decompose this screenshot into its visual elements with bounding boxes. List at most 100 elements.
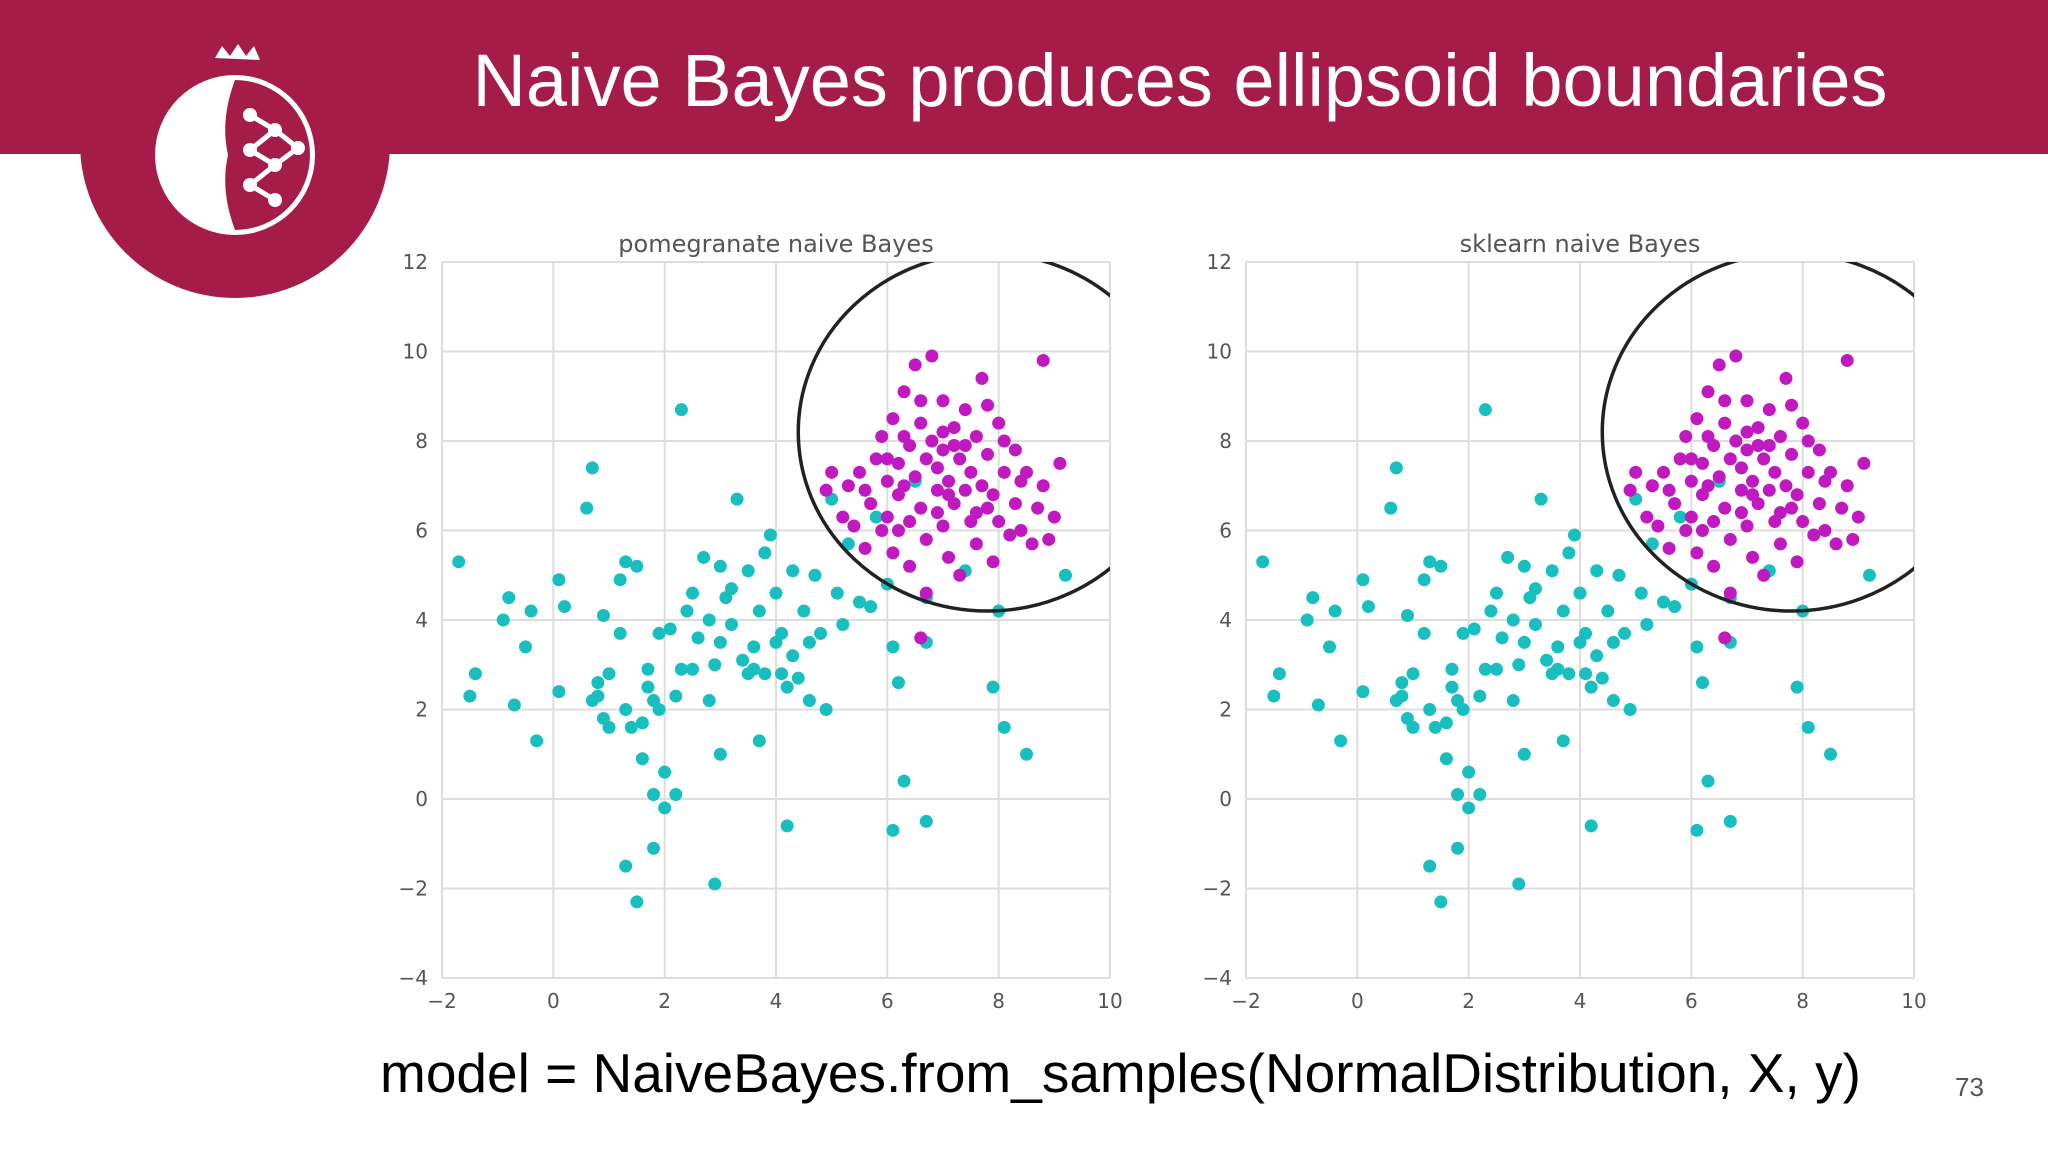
point-class-1 xyxy=(1036,479,1050,493)
point-class-0 xyxy=(1556,734,1570,748)
point-class-1 xyxy=(1707,438,1721,452)
point-class-0 xyxy=(1606,635,1620,649)
point-class-0 xyxy=(635,752,649,766)
point-class-1 xyxy=(1684,474,1698,488)
y-tick-label: 10 xyxy=(403,340,428,364)
point-class-1 xyxy=(1640,510,1654,524)
point-class-1 xyxy=(1679,524,1693,537)
point-class-0 xyxy=(1451,841,1465,855)
point-class-1 xyxy=(1779,479,1793,493)
point-class-0 xyxy=(1517,747,1531,761)
point-class-0 xyxy=(552,573,566,587)
point-class-1 xyxy=(1729,434,1743,448)
point-class-0 xyxy=(552,685,566,699)
point-class-1 xyxy=(1740,394,1754,408)
point-class-1 xyxy=(908,470,922,484)
point-class-0 xyxy=(585,694,599,708)
point-class-0 xyxy=(919,814,933,828)
chart-title: sklearn naive Bayes xyxy=(1460,230,1701,258)
decision-boundary-ellipse xyxy=(796,262,1110,613)
point-class-0 xyxy=(1434,559,1448,573)
point-class-0 xyxy=(819,703,833,716)
point-class-0 xyxy=(1579,667,1593,681)
point-class-0 xyxy=(1428,720,1442,734)
point-class-1 xyxy=(1031,501,1045,515)
point-class-0 xyxy=(786,649,800,663)
y-tick-label: 0 xyxy=(1219,787,1232,811)
x-tick-label: 10 xyxy=(1097,989,1122,1013)
point-class-0 xyxy=(1490,586,1503,600)
point-class-0 xyxy=(1668,600,1682,614)
point-class-0 xyxy=(674,403,688,417)
point-class-1 xyxy=(1768,465,1782,479)
x-tick-label: 4 xyxy=(770,989,783,1013)
point-class-1 xyxy=(1762,403,1776,417)
point-class-0 xyxy=(1451,788,1465,802)
slide-title: Naive Bayes produces ellipsoid boundarie… xyxy=(472,39,1888,122)
point-class-1 xyxy=(1773,430,1787,444)
point-class-0 xyxy=(730,492,744,506)
points-layer xyxy=(1256,262,1914,909)
point-class-0 xyxy=(1584,819,1598,833)
point-class-1 xyxy=(1773,537,1787,551)
point-class-0 xyxy=(596,609,610,623)
point-class-1 xyxy=(953,568,967,582)
point-class-0 xyxy=(686,586,699,600)
point-class-0 xyxy=(1545,564,1559,578)
point-class-0 xyxy=(758,546,772,560)
point-class-1 xyxy=(914,394,928,408)
point-class-0 xyxy=(1323,640,1336,654)
point-class-1 xyxy=(880,474,894,488)
point-class-1 xyxy=(1757,568,1771,582)
point-class-1 xyxy=(1807,528,1821,542)
point-class-0 xyxy=(619,555,633,569)
y-tick-label: 8 xyxy=(1219,429,1232,453)
point-class-1 xyxy=(1740,425,1754,439)
y-tick-label: −4 xyxy=(399,966,428,990)
point-class-1 xyxy=(1829,537,1843,551)
point-class-1 xyxy=(1757,452,1771,466)
point-class-0 xyxy=(1612,568,1626,582)
point-class-0 xyxy=(1623,703,1637,716)
point-class-1 xyxy=(930,461,944,475)
point-class-1 xyxy=(930,483,944,497)
point-class-1 xyxy=(897,385,911,399)
point-class-1 xyxy=(891,456,905,470)
point-class-0 xyxy=(635,716,649,730)
point-class-1 xyxy=(869,452,883,466)
point-class-0 xyxy=(1567,528,1581,542)
point-class-0 xyxy=(1790,680,1804,694)
point-class-0 xyxy=(869,510,883,524)
point-class-0 xyxy=(1495,631,1509,645)
point-class-1 xyxy=(919,532,933,546)
point-class-0 xyxy=(652,626,666,640)
point-class-1 xyxy=(891,524,905,537)
point-class-0 xyxy=(691,631,705,645)
point-class-1 xyxy=(975,371,989,385)
point-class-0 xyxy=(1311,698,1325,712)
point-class-0 xyxy=(613,573,627,587)
point-class-0 xyxy=(1695,676,1709,690)
point-class-1 xyxy=(1712,470,1726,484)
point-class-0 xyxy=(1462,765,1476,779)
point-class-0 xyxy=(1595,671,1609,685)
point-class-1 xyxy=(981,501,995,515)
point-class-1 xyxy=(1668,497,1682,511)
points-layer xyxy=(452,262,1110,909)
point-class-0 xyxy=(1579,626,1593,640)
point-class-1 xyxy=(925,349,939,363)
point-class-0 xyxy=(1512,877,1526,891)
point-class-0 xyxy=(1478,403,1492,417)
point-class-1 xyxy=(1623,483,1637,497)
point-class-1 xyxy=(1629,465,1643,479)
point-class-1 xyxy=(1025,537,1039,551)
point-class-0 xyxy=(1528,617,1542,631)
point-class-1 xyxy=(992,515,1006,529)
point-class-0 xyxy=(841,537,855,551)
point-class-1 xyxy=(969,506,983,520)
point-class-1 xyxy=(853,465,866,479)
point-class-1 xyxy=(847,519,861,533)
point-class-1 xyxy=(1746,488,1760,502)
x-tick-label: 6 xyxy=(881,989,894,1013)
point-class-1 xyxy=(930,506,944,520)
